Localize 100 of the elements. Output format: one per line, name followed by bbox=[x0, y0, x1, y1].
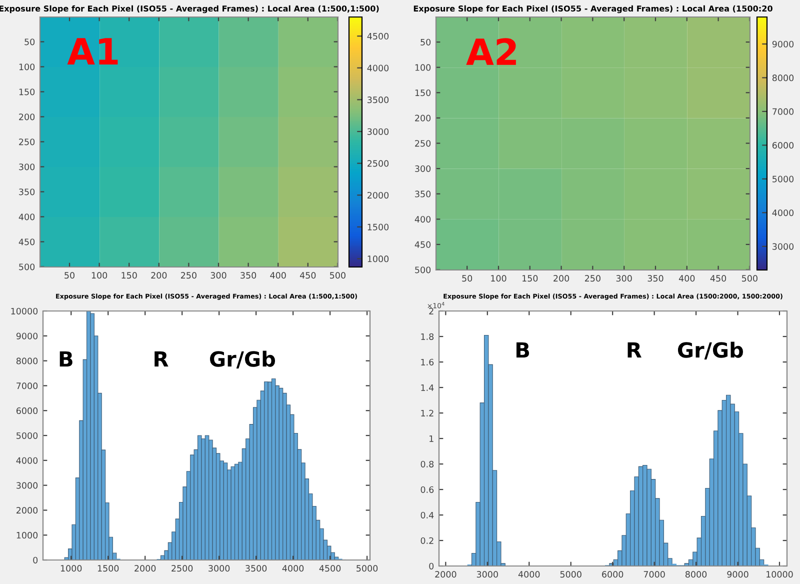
x-tick-label: 2000 bbox=[134, 565, 156, 572]
x-tick-label: 6000 bbox=[602, 571, 624, 578]
x-tick-label: 50 bbox=[64, 272, 74, 279]
x-tick-label: 100 bbox=[491, 275, 506, 282]
y-tick-label: 1.8 bbox=[421, 333, 434, 340]
x-tick-label: 4500 bbox=[319, 565, 341, 572]
x-tick-label: 350 bbox=[240, 272, 256, 279]
y-tick-label: 400 bbox=[414, 216, 431, 223]
y-tick-label: 50 bbox=[24, 38, 35, 46]
y-tick-label: 1.4 bbox=[421, 384, 434, 391]
x-tick-label: 450 bbox=[300, 272, 316, 279]
y-tick-label: 2 bbox=[429, 308, 434, 314]
annotation: B bbox=[60, 351, 72, 367]
y-tick-label: 400 bbox=[18, 214, 35, 220]
x-tick-label: 300 bbox=[210, 272, 226, 279]
y-tick-label: 1 bbox=[430, 435, 434, 442]
y-tick-label: 8000 bbox=[16, 358, 38, 364]
color-bar-label: 2500 bbox=[368, 160, 389, 167]
color-bar-label: 4000 bbox=[367, 64, 389, 72]
y-tick-label: 0 bbox=[33, 556, 38, 564]
x-tick-label: 9000 bbox=[727, 571, 748, 578]
y-tick-label: 6000 bbox=[16, 407, 38, 414]
x-tick-label: 10000 bbox=[766, 571, 793, 578]
y-tick-label: 150 bbox=[19, 88, 35, 96]
x-tick-label: 100 bbox=[92, 272, 108, 279]
color-bar-label: 4500 bbox=[367, 32, 389, 40]
y-tick-label: 1.6 bbox=[421, 358, 434, 366]
color-bar-label: 1500 bbox=[368, 224, 389, 230]
x-tick-label: 400 bbox=[678, 275, 695, 282]
x-tick-label: 7000 bbox=[644, 571, 665, 578]
y-tick-label: 7000 bbox=[16, 382, 38, 390]
annotation: R bbox=[154, 351, 168, 367]
y-tick-label: 100 bbox=[19, 64, 35, 70]
y-tick-label: 500 bbox=[415, 266, 431, 274]
x-tick-label: 300 bbox=[616, 275, 632, 282]
annotation: B bbox=[516, 342, 529, 358]
x-tick-label: 350 bbox=[648, 275, 664, 282]
color-bar-label: 3000 bbox=[368, 128, 389, 135]
x-tick-label: 500 bbox=[742, 275, 758, 282]
color-bar-label: 9000 bbox=[772, 40, 794, 48]
x-tick-label: 2500 bbox=[172, 565, 193, 572]
annotation: Gr/Gb bbox=[678, 342, 744, 360]
y-tick-label: 0.8 bbox=[420, 460, 434, 468]
x-tick-label: 2000 bbox=[435, 571, 456, 578]
y-tick-label: 50 bbox=[420, 38, 431, 46]
x-tick-label: 3500 bbox=[246, 565, 267, 572]
x-tick-label: 200 bbox=[151, 272, 167, 279]
color-bar-label: 2000 bbox=[368, 192, 389, 199]
y-tick-label: 3000 bbox=[16, 482, 38, 489]
x-tick-label: 150 bbox=[122, 272, 137, 279]
y-tick-label: 300 bbox=[19, 164, 35, 170]
x-tick-label: 150 bbox=[522, 275, 538, 282]
annotation: R bbox=[628, 342, 642, 358]
y-tick-label: 9000 bbox=[16, 332, 38, 340]
y-tick-label: 450 bbox=[414, 241, 431, 248]
y-tick-label: 0.6 bbox=[420, 486, 434, 493]
x-tick-label: 4000 bbox=[282, 565, 304, 572]
y-tick-label: 1000 bbox=[16, 532, 38, 539]
x-tick-label: 4000 bbox=[518, 571, 540, 578]
x-tick-label: 5000 bbox=[560, 571, 582, 578]
y-tick-label: 2000 bbox=[16, 507, 38, 514]
y-tick-label: 0.4 bbox=[420, 512, 434, 518]
x-tick-label: 250 bbox=[584, 275, 600, 282]
y-tick-label: 450 bbox=[18, 238, 35, 246]
x-tick-label: 250 bbox=[180, 272, 196, 279]
y-tick-label: 350 bbox=[415, 190, 431, 198]
x-tick-label: 1500 bbox=[98, 565, 119, 572]
x-tick-label: 50 bbox=[462, 275, 472, 282]
y-tick-label: 0.2 bbox=[420, 537, 434, 544]
annotation: A1 bbox=[67, 38, 118, 64]
y-tick-label: 250 bbox=[19, 138, 35, 146]
y-tick-label: 1.2 bbox=[421, 410, 434, 416]
color-bar-label: 7000 bbox=[772, 108, 794, 115]
x-tick-label: 1000 bbox=[60, 565, 82, 572]
annotation: Gr/Gb bbox=[210, 350, 276, 368]
y-tick-label: 0 bbox=[429, 562, 434, 570]
color-bar-label: 5000 bbox=[772, 176, 794, 182]
x-tick-label: 200 bbox=[554, 275, 570, 282]
x-tick-label: 400 bbox=[270, 272, 286, 279]
color-bar-label: 8000 bbox=[772, 74, 794, 82]
y-tick-label: 500 bbox=[19, 264, 35, 270]
x-tick-label: 450 bbox=[710, 275, 726, 282]
y-tick-label: 150 bbox=[415, 89, 431, 96]
annotation: A2 bbox=[466, 38, 516, 65]
x-tick-label: 3000 bbox=[208, 565, 230, 572]
chart-title: Exposure Slope for Each Pixel (ISO55 - Averaged Frames) : Local Area (1500:20 bbox=[414, 5, 772, 14]
y-tick-label: 4000 bbox=[16, 457, 38, 464]
x-tick-label: 500 bbox=[330, 272, 346, 279]
color-bar-label: 1000 bbox=[368, 256, 389, 262]
y-tick-label: 300 bbox=[415, 165, 431, 172]
y-tick-label: 200 bbox=[19, 114, 35, 120]
x-tick-label: 3000 bbox=[476, 571, 498, 578]
y-tick-label: 350 bbox=[19, 188, 35, 196]
x-tick-label: 8000 bbox=[685, 571, 707, 578]
y-tick-label: 5000 bbox=[16, 432, 38, 439]
color-bar-label: 4000 bbox=[772, 209, 794, 216]
color-bar-label: 3500 bbox=[368, 96, 389, 104]
color-bar-label: 6000 bbox=[772, 142, 794, 149]
y-tick-label: 10000 bbox=[11, 308, 38, 314]
x-tick-label: 5000 bbox=[356, 565, 378, 572]
